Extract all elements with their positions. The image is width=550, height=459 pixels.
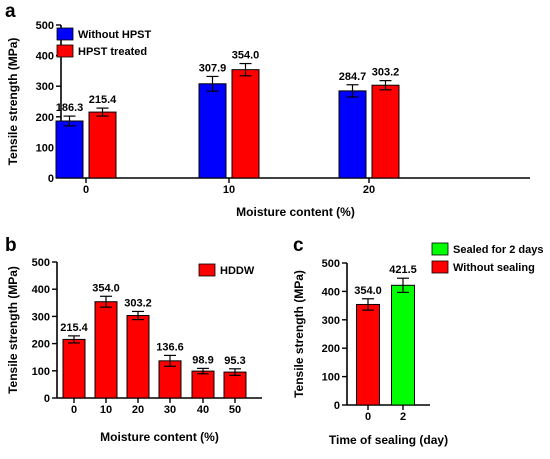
- data-label: 186.3: [56, 102, 84, 114]
- legend-label: Without sealing: [453, 262, 535, 274]
- y-tick-label: 500: [322, 258, 340, 270]
- y-tick-label: 100: [36, 142, 54, 154]
- y-tick-label: 500: [32, 257, 50, 269]
- chart-panel-a: a 0 100 200 300 400 500 0 10 20 Tensile strength (…: [5, 1, 530, 219]
- data-label: 303.2: [372, 67, 400, 79]
- data-label: 215.4: [60, 322, 88, 334]
- panel-letter: c: [293, 235, 304, 256]
- bar: [55, 120, 84, 179]
- y-tick-label: 200: [322, 343, 340, 355]
- y-tick-label: 400: [322, 286, 340, 298]
- legend-label: HPST treated: [78, 46, 147, 58]
- y-tick-label: 0: [48, 173, 54, 185]
- x-tick-label: 10: [100, 404, 112, 416]
- chart-panel-c: c 0 100 200 300 400 500 0 2 Tensile strength (MPa…: [292, 235, 544, 447]
- bar: [94, 301, 118, 399]
- legend-swatch: [56, 27, 74, 41]
- y-tick-label: 300: [322, 315, 340, 327]
- legend-swatch: [431, 242, 449, 256]
- data-label: 95.3: [224, 355, 245, 367]
- data-label: 215.4: [89, 94, 117, 106]
- data-label: 354.0: [232, 50, 260, 62]
- y-tick-label: 300: [32, 311, 50, 323]
- y-tick-label: 400: [32, 284, 50, 296]
- bar: [231, 69, 260, 179]
- data-label: 354.0: [354, 285, 382, 297]
- y-tick-label: 0: [44, 393, 50, 405]
- legend: Sealed for 2 days Without sealing: [431, 242, 544, 274]
- data-label: 98.9: [192, 354, 213, 366]
- x-axis-title: Time of sealing (day): [329, 433, 448, 447]
- x-tick-label: 10: [223, 184, 235, 196]
- bar: [88, 111, 117, 179]
- legend-swatch: [56, 44, 74, 58]
- legend-swatch: [198, 263, 216, 277]
- legend: Without HPST HPST treated: [56, 27, 151, 58]
- chart-panel-b: b 0 100 200 300 400 500 0 10 20 30 40 50 Tensile stre…: [5, 235, 262, 444]
- legend-label: Sealed for 2 days: [453, 244, 544, 256]
- y-axis-title: Tensile strength (MPa): [6, 38, 20, 166]
- data-label: 421.5: [389, 264, 417, 276]
- bar: [223, 371, 247, 399]
- bar: [356, 303, 380, 406]
- y-tick-label: 100: [322, 372, 340, 384]
- bar: [338, 90, 367, 179]
- data-label: 284.7: [339, 71, 367, 83]
- x-tick-label: 30: [164, 404, 176, 416]
- x-tick-label: 0: [83, 184, 89, 196]
- bar: [191, 370, 215, 399]
- data-label: 354.0: [92, 282, 120, 294]
- y-axis-title: Tensile strength (MPa): [292, 270, 306, 398]
- y-tick-label: 0: [334, 400, 340, 412]
- y-tick-label: 200: [32, 339, 50, 351]
- y-tick-label: 100: [32, 366, 50, 378]
- legend-label: HDDW: [220, 265, 255, 277]
- x-tick-label: 0: [71, 404, 77, 416]
- x-tick-label: 0: [365, 411, 371, 423]
- y-tick-label: 500: [36, 20, 54, 32]
- x-tick-label: 20: [132, 404, 144, 416]
- bar: [126, 315, 150, 399]
- y-tick-label: 400: [36, 51, 54, 63]
- x-tick-label: 50: [229, 404, 241, 416]
- y-axis-title: Tensile strength (MPa): [6, 266, 20, 394]
- panel-letter: a: [5, 1, 16, 22]
- legend-label: Without HPST: [78, 29, 151, 41]
- data-label: 307.9: [199, 62, 227, 74]
- bar: [391, 284, 415, 406]
- x-tick-label: 2: [400, 411, 406, 423]
- bar: [62, 338, 86, 399]
- x-axis-title: Moisture content (%): [236, 205, 355, 219]
- x-tick-label: 20: [363, 184, 375, 196]
- data-label: 136.6: [156, 341, 184, 353]
- panel-letter: b: [5, 235, 17, 256]
- legend: HDDW: [198, 263, 255, 277]
- y-tick-label: 300: [36, 81, 54, 93]
- bar: [371, 84, 400, 179]
- y-tick-label: 200: [36, 112, 54, 124]
- bar: [198, 83, 227, 179]
- x-axis-title: Moisture content (%): [100, 430, 219, 444]
- data-label: 303.2: [124, 297, 152, 309]
- x-tick-label: 40: [197, 404, 209, 416]
- legend-swatch: [431, 260, 449, 274]
